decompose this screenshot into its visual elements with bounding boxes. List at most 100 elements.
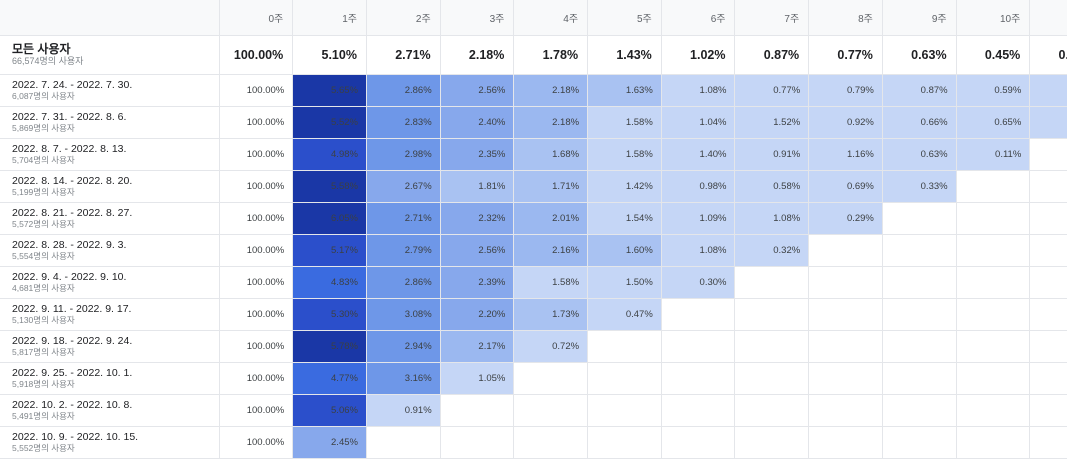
retention-cell-week-5[interactable]: 1.58% (587, 138, 662, 171)
retention-cell-week-6[interactable]: 0.98% (661, 170, 736, 203)
retention-cell-week-2[interactable]: 2.67% (366, 170, 441, 203)
retention-cell-week-11[interactable]: 0.51% (1029, 74, 1067, 107)
retention-cell-week-9[interactable]: 0.63% (882, 138, 957, 171)
retention-cell-week-1[interactable]: 5.30% (292, 298, 367, 331)
cohort-row[interactable]: 2022. 8. 21. - 2022. 8. 27. 5,572명의 사용자 10… (0, 202, 1067, 235)
cohort-row[interactable]: 2022. 10. 9. - 2022. 10. 15. 5,552명의 사용자 1… (0, 426, 1067, 459)
retention-cell-week-3[interactable]: 2.56% (440, 74, 515, 107)
retention-cell-week-0[interactable]: 100.00% (219, 298, 294, 331)
retention-cell-week-2[interactable]: 2.83% (366, 106, 441, 139)
retention-cell-week-1[interactable]: 5.06% (292, 394, 367, 427)
retention-cell-week-0[interactable]: 100.00% (219, 266, 294, 299)
retention-cell-week-1[interactable]: 6.05% (292, 202, 367, 235)
retention-cell-week-6[interactable]: 1.40% (661, 138, 736, 171)
cohort-row[interactable]: 2022. 10. 2. - 2022. 10. 8. 5,491명의 사용자 10… (0, 394, 1067, 427)
cohort-row[interactable]: 2022. 7. 31. - 2022. 8. 6. 5,869명의 사용자 100… (0, 106, 1067, 139)
retention-cell-week-1[interactable]: 2.45% (292, 426, 367, 459)
retention-cell-week-4[interactable]: 0.72% (513, 330, 589, 363)
retention-cell-week-2[interactable]: 0.91% (366, 394, 441, 427)
retention-cell-week-0[interactable]: 100.00% (219, 394, 294, 427)
cohort-row[interactable]: 2022. 8. 7. - 2022. 8. 13. 5,704명의 사용자 100… (0, 138, 1067, 171)
retention-cell-week-4[interactable]: 2.16% (513, 234, 589, 267)
retention-cell-week-0[interactable]: 100.00% (219, 170, 294, 203)
retention-cell-week-8[interactable]: 0.92% (808, 106, 883, 139)
retention-cell-week-2[interactable]: 3.16% (366, 362, 441, 395)
retention-cell-week-1[interactable]: 5.65% (292, 74, 367, 107)
cohort-row[interactable]: 2022. 8. 28. - 2022. 9. 3. 5,554명의 사용자 100… (0, 234, 1067, 267)
retention-cell-week-10[interactable]: 0.65% (956, 106, 1031, 139)
retention-cell-week-4[interactable]: 2.01% (513, 202, 589, 235)
cohort-row[interactable]: 2022. 9. 4. - 2022. 9. 10. 4,681명의 사용자 100… (0, 266, 1067, 299)
retention-cell-week-1[interactable]: 4.98% (292, 138, 367, 171)
retention-cell-week-2[interactable]: 3.08% (366, 298, 441, 331)
retention-cell-week-3[interactable]: 2.40% (440, 106, 515, 139)
retention-cell-week-2[interactable]: 2.86% (366, 266, 441, 299)
retention-cell-week-5[interactable]: 0.47% (587, 298, 662, 331)
retention-cell-week-0[interactable]: 100.00% (219, 202, 294, 235)
retention-cell-week-8[interactable]: 0.79% (808, 74, 883, 107)
retention-cell-week-1[interactable]: 4.83% (292, 266, 367, 299)
retention-cell-week-0[interactable]: 100.00% (219, 234, 294, 267)
retention-cell-week-6[interactable]: 1.04% (661, 106, 736, 139)
retention-cell-week-11[interactable]: 0.17% (1029, 106, 1067, 139)
retention-cell-week-4[interactable]: 1.68% (513, 138, 589, 171)
retention-cell-week-3[interactable]: 2.32% (440, 202, 515, 235)
retention-cell-week-3[interactable]: 2.20% (440, 298, 515, 331)
retention-cell-week-0[interactable]: 100.00% (219, 330, 294, 363)
retention-cell-week-3[interactable]: 2.35% (440, 138, 515, 171)
retention-cell-week-3[interactable]: 2.56% (440, 234, 515, 267)
retention-cell-week-10[interactable]: 0.11% (956, 138, 1031, 171)
retention-cell-week-6[interactable]: 1.08% (661, 234, 736, 267)
retention-cell-week-4[interactable]: 1.58% (513, 266, 589, 299)
retention-cell-week-0[interactable]: 100.00% (219, 426, 294, 459)
retention-cell-week-4[interactable]: 1.71% (513, 170, 589, 203)
retention-cell-week-1[interactable]: 5.17% (292, 234, 367, 267)
retention-cell-week-0[interactable]: 100.00% (219, 138, 294, 171)
retention-cell-week-4[interactable]: 1.73% (513, 298, 589, 331)
cohort-row[interactable]: 2022. 9. 11. - 2022. 9. 17. 5,130명의 사용자 10… (0, 298, 1067, 331)
retention-cell-week-3[interactable]: 1.81% (440, 170, 515, 203)
cohort-row[interactable]: 2022. 8. 14. - 2022. 8. 20. 5,199명의 사용자 10… (0, 170, 1067, 203)
retention-cell-week-3[interactable]: 2.39% (440, 266, 515, 299)
retention-cell-week-7[interactable]: 0.58% (734, 170, 810, 203)
retention-cell-week-3[interactable]: 1.05% (440, 362, 515, 395)
retention-cell-week-5[interactable]: 1.58% (587, 106, 662, 139)
retention-cell-week-5[interactable]: 1.42% (587, 170, 662, 203)
retention-cell-week-4[interactable]: 2.18% (513, 106, 589, 139)
retention-cell-week-6[interactable]: 0.30% (661, 266, 736, 299)
retention-cell-week-8[interactable]: 0.69% (808, 170, 883, 203)
retention-cell-week-8[interactable]: 1.16% (808, 138, 883, 171)
retention-cell-week-5[interactable]: 1.54% (587, 202, 662, 235)
retention-cell-week-2[interactable]: 2.94% (366, 330, 441, 363)
all-users-row[interactable]: 모든 사용자 66,574명의 사용자 100.00% 5.10% 2.71% 2.1… (0, 35, 1067, 75)
retention-cell-week-1[interactable]: 4.77% (292, 362, 367, 395)
retention-cell-week-1[interactable]: 5.52% (292, 106, 367, 139)
retention-cell-week-2[interactable]: 2.71% (366, 202, 441, 235)
retention-cell-week-0[interactable]: 100.00% (219, 74, 294, 107)
cohort-row[interactable]: 2022. 7. 24. - 2022. 7. 30. 6,087명의 사용자 10… (0, 74, 1067, 107)
retention-cell-week-9[interactable]: 0.33% (882, 170, 957, 203)
retention-cell-week-5[interactable]: 1.50% (587, 266, 662, 299)
retention-cell-week-1[interactable]: 5.78% (292, 330, 367, 363)
retention-cell-week-8[interactable]: 0.29% (808, 202, 883, 235)
retention-cell-week-9[interactable]: 0.87% (882, 74, 957, 107)
retention-cell-week-0[interactable]: 100.00% (219, 362, 294, 395)
retention-cell-week-4[interactable]: 2.18% (513, 74, 589, 107)
retention-cell-week-9[interactable]: 0.66% (882, 106, 957, 139)
retention-cell-week-5[interactable]: 1.60% (587, 234, 662, 267)
retention-cell-week-1[interactable]: 5.58% (292, 170, 367, 203)
retention-cell-week-0[interactable]: 100.00% (219, 106, 294, 139)
retention-cell-week-7[interactable]: 0.32% (734, 234, 810, 267)
retention-cell-week-10[interactable]: 0.59% (956, 74, 1031, 107)
retention-cell-week-5[interactable]: 1.63% (587, 74, 662, 107)
retention-cell-week-6[interactable]: 1.08% (661, 74, 736, 107)
retention-cell-week-6[interactable]: 1.09% (661, 202, 736, 235)
retention-cell-week-2[interactable]: 2.79% (366, 234, 441, 267)
retention-cell-week-2[interactable]: 2.86% (366, 74, 441, 107)
retention-cell-week-7[interactable]: 1.52% (734, 106, 810, 139)
cohort-row[interactable]: 2022. 9. 18. - 2022. 9. 24. 5,817명의 사용자 10… (0, 330, 1067, 363)
retention-cell-week-7[interactable]: 1.08% (734, 202, 810, 235)
retention-cell-week-7[interactable]: 0.77% (734, 74, 810, 107)
cohort-row[interactable]: 2022. 9. 25. - 2022. 10. 1. 5,918명의 사용자 10… (0, 362, 1067, 395)
retention-cell-week-3[interactable]: 2.17% (440, 330, 515, 363)
